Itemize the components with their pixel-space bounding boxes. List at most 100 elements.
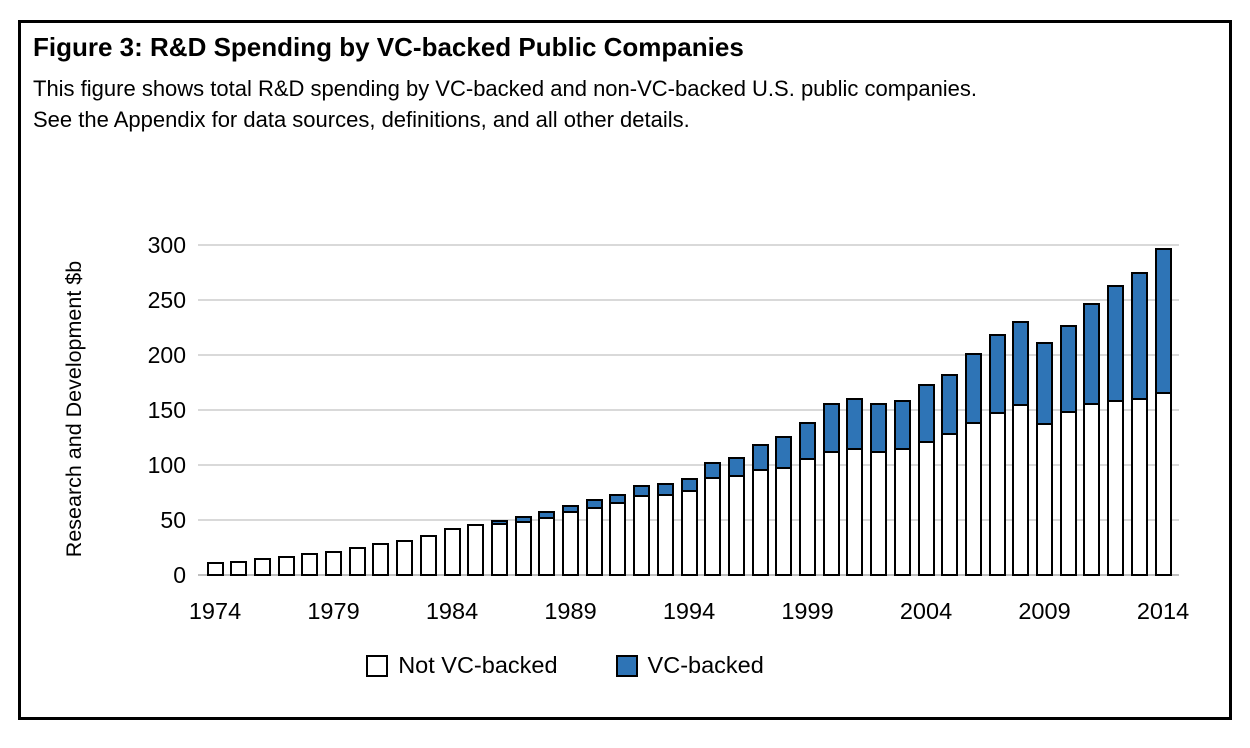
bar-2010-vc-backed [1059, 325, 1077, 413]
y-tick-label-0: 0 [173, 562, 186, 588]
not-vc-backed-swatch-icon [366, 654, 389, 677]
bar-1976 [253, 556, 271, 576]
bar-2010-not-vc-backed [1059, 411, 1077, 576]
bar-2004-not-vc-backed [917, 440, 935, 576]
legend-item-not-vc-backed: Not VC-backed [366, 652, 558, 679]
chart-legend: Not VC-backed VC-backed [0, 652, 1169, 679]
bar-2014 [1154, 246, 1172, 576]
y-tick-label-100: 100 [147, 452, 186, 478]
bar-2012-vc-backed [1107, 284, 1125, 402]
bar-1998 [775, 434, 793, 576]
bar-2003-not-vc-backed [893, 448, 911, 576]
bar-2007-not-vc-backed [988, 412, 1006, 576]
bar-2000-not-vc-backed [822, 450, 840, 576]
bar-2005-vc-backed [941, 373, 959, 435]
bar-2004 [917, 382, 935, 576]
bar-2013 [1130, 270, 1148, 576]
bar-1994-not-vc-backed [680, 490, 698, 576]
figure-subtitle-line2: See the Appendix for data sources, defin… [33, 107, 690, 132]
bar-1995 [704, 460, 722, 576]
bar-1986-not-vc-backed [490, 523, 508, 576]
bar-1984 [443, 526, 461, 576]
bar-1990-not-vc-backed [585, 506, 603, 576]
x-tick-label-1974: 1974 [188, 598, 242, 624]
y-tick-label-250: 250 [147, 287, 186, 313]
bar-2006 [964, 351, 982, 576]
bar-2009-vc-backed [1036, 341, 1053, 426]
figure-subtitle: This figure shows total R&D spending by … [33, 73, 977, 135]
bar-1975 [230, 559, 248, 576]
bar-2008-vc-backed [1012, 320, 1030, 407]
bar-2009-not-vc-backed [1036, 423, 1053, 576]
bar-1978 [301, 551, 319, 576]
bar-1999-not-vc-backed [799, 458, 816, 576]
bar-2004-vc-backed [917, 383, 935, 443]
bar-2011-vc-backed [1083, 303, 1101, 406]
bar-2013-not-vc-backed [1130, 397, 1148, 576]
bar-2001-not-vc-backed [846, 448, 864, 576]
bar-1983-not-vc-backed [419, 535, 437, 576]
bar-2014-not-vc-backed [1154, 392, 1172, 576]
bar-1990 [585, 497, 603, 576]
x-tick-label-1989: 1989 [544, 598, 597, 624]
bar-2012 [1107, 283, 1125, 576]
bar-1994 [680, 476, 698, 576]
bar-1986 [490, 518, 508, 576]
legend-label-vc-backed: VC-backed [647, 652, 764, 678]
bar-2011 [1083, 301, 1101, 576]
bar-2005 [941, 372, 959, 576]
bar-2007-vc-backed [988, 334, 1006, 415]
bar-1993-not-vc-backed [656, 493, 674, 576]
x-tick-label-2014: 2014 [1136, 598, 1190, 624]
bar-2001 [846, 396, 864, 576]
bar-1998-not-vc-backed [775, 467, 793, 576]
y-tick-label-300: 300 [147, 232, 186, 258]
bar-1981 [372, 541, 390, 576]
bar-1991-vc-backed [609, 493, 627, 505]
bar-2002 [870, 401, 888, 576]
bar-1992-not-vc-backed [633, 494, 651, 576]
x-tick-label-1999: 1999 [781, 598, 834, 624]
bar-1995-vc-backed [704, 461, 722, 479]
bar-1985 [467, 522, 485, 576]
y-axis-tick-labels: 0 50 100 150 200 250 300 [81, 23, 186, 723]
bar-1989-vc-backed [562, 504, 579, 514]
bar-1996-not-vc-backed [727, 474, 745, 576]
x-tick-label-1979: 1979 [307, 598, 360, 624]
bar-1995-not-vc-backed [704, 477, 722, 576]
bar-1997-vc-backed [751, 444, 769, 472]
y-tick-label-200: 200 [147, 342, 186, 368]
bar-1984-not-vc-backed [443, 527, 461, 576]
bar-1987-vc-backed [514, 515, 532, 523]
bar-1990-vc-backed [585, 499, 603, 509]
bar-1993-vc-backed [656, 482, 674, 496]
bar-1986-vc-backed [490, 519, 508, 526]
legend-item-vc-backed: VC-backed [615, 652, 764, 679]
gridline-200 [198, 354, 1179, 356]
bar-1980-not-vc-backed [348, 546, 366, 576]
bar-1977 [277, 554, 295, 576]
figure-title: Figure 3: R&D Spending by VC-backed Publ… [33, 32, 744, 62]
bar-1993 [656, 481, 674, 576]
bar-1988-vc-backed [538, 511, 556, 519]
bar-1991 [609, 492, 627, 576]
figure-frame: Figure 3: R&D Spending by VC-backed Publ… [18, 20, 1232, 720]
bar-1976-not-vc-backed [253, 558, 271, 576]
bar-1982 [396, 538, 414, 576]
bar-1999 [799, 420, 816, 576]
bar-2007 [988, 332, 1006, 576]
legend-label-not-vc-backed: Not VC-backed [398, 652, 558, 678]
bar-1989-not-vc-backed [562, 511, 579, 576]
bar-2002-vc-backed [870, 403, 888, 453]
bar-2000-vc-backed [822, 403, 840, 453]
bar-1992 [633, 483, 651, 576]
bar-2002-not-vc-backed [870, 450, 888, 576]
bar-2003-vc-backed [893, 400, 911, 451]
y-tick-label-50: 50 [160, 507, 186, 533]
vc-backed-swatch-icon [615, 654, 638, 677]
gridline-250 [198, 299, 1179, 301]
bar-2008-not-vc-backed [1012, 404, 1030, 576]
bar-1987 [514, 514, 532, 576]
bar-1977-not-vc-backed [277, 556, 295, 576]
bar-1996-vc-backed [727, 457, 745, 477]
